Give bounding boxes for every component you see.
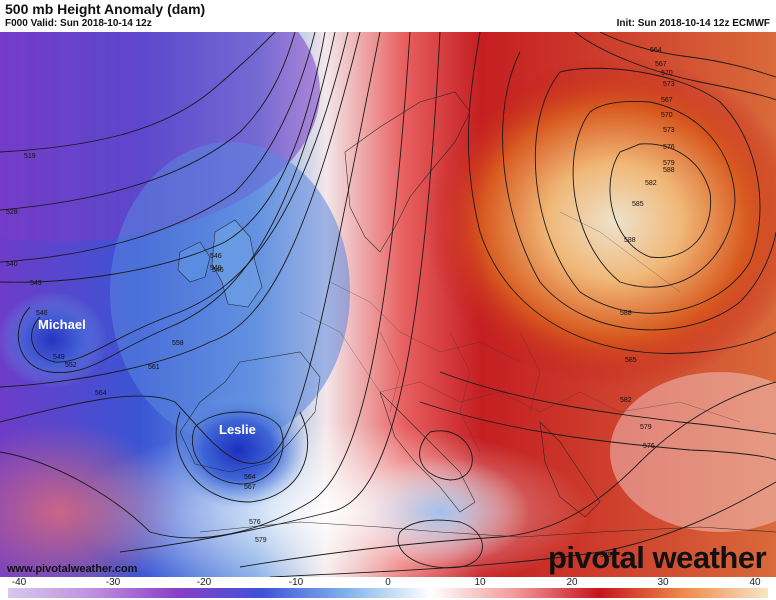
height-label: 573 bbox=[663, 81, 675, 88]
italy-anomaly bbox=[350, 457, 530, 567]
height-label: 549 bbox=[53, 354, 65, 361]
website-link[interactable]: www.pivotalweather.com bbox=[7, 563, 138, 575]
map-title: 500 mb Height Anomaly (dam) bbox=[5, 1, 206, 17]
height-label: 570 bbox=[661, 70, 673, 77]
height-label: 573 bbox=[663, 127, 675, 134]
height-label: 588 bbox=[663, 167, 675, 174]
height-label: 570 bbox=[661, 112, 673, 119]
borders bbox=[299, 211, 741, 453]
colorbar-tick: -30 bbox=[105, 577, 121, 588]
height-label: 546 bbox=[212, 267, 224, 274]
colorbar bbox=[8, 588, 768, 598]
height-label: 567 bbox=[655, 61, 667, 68]
height-label: 582 bbox=[645, 180, 657, 187]
height-label: 564 bbox=[95, 390, 107, 397]
height-label: 519 bbox=[24, 153, 36, 160]
colorbar-tick: 0 bbox=[385, 577, 391, 588]
contour-labels: 519 528 540 543 546 549 552 558 561 564 … bbox=[6, 47, 675, 559]
ridge-anomaly bbox=[425, 57, 776, 387]
brand-logo: pivotal weather bbox=[548, 540, 767, 575]
height-label: 558 bbox=[172, 340, 184, 347]
height-label: 582 bbox=[620, 397, 632, 404]
height-label: 564 bbox=[244, 474, 256, 481]
michael-anomaly bbox=[0, 292, 107, 388]
height-label: 579 bbox=[255, 537, 267, 544]
east-anomaly bbox=[610, 372, 776, 532]
leslie-anomaly bbox=[168, 392, 308, 508]
height-label: 540 bbox=[6, 261, 18, 268]
colorbar-tick: -10 bbox=[288, 577, 304, 588]
height-label: 576 bbox=[249, 519, 261, 526]
height-label: 576 bbox=[663, 144, 675, 151]
height-label: 585 bbox=[625, 357, 637, 364]
height-label: 528 bbox=[6, 209, 18, 216]
storm-label-michael: Michael bbox=[38, 317, 86, 332]
colorbar-tick: 40 bbox=[749, 577, 761, 588]
height-label: 567 bbox=[244, 484, 256, 491]
height-label: 579 bbox=[663, 160, 675, 167]
height-label: 588 bbox=[620, 310, 632, 317]
height-label: 561 bbox=[148, 364, 160, 371]
header: 500 mb Height Anomaly (dam) F000 Valid: … bbox=[0, 0, 776, 32]
colorbar-tick: -20 bbox=[196, 577, 212, 588]
anomaly-map: Michael Leslie 519 528 540 543 546 549 5… bbox=[0, 32, 776, 577]
valid-time: F000 Valid: Sun 2018-10-14 12z bbox=[5, 18, 152, 29]
height-label: 588 bbox=[624, 237, 636, 244]
storm-label-leslie: Leslie bbox=[219, 422, 256, 437]
height-label: 576 bbox=[643, 443, 655, 450]
height-label: 549 bbox=[210, 265, 222, 272]
map-canvas: Michael Leslie 519 528 540 543 546 549 5… bbox=[0, 32, 776, 577]
height-label: 585 bbox=[632, 201, 644, 208]
height-label: 567 bbox=[661, 97, 673, 104]
colorbar-tick: -40 bbox=[11, 577, 27, 588]
height-label: 579 bbox=[640, 424, 652, 431]
height-contours bbox=[0, 32, 776, 577]
height-label: 546 bbox=[36, 310, 48, 317]
colorbar-tick: 20 bbox=[566, 577, 578, 588]
height-label: 564 bbox=[650, 47, 662, 54]
height-label: 552 bbox=[65, 362, 77, 369]
height-label: 543 bbox=[30, 280, 42, 287]
height-label: 546 bbox=[210, 253, 222, 260]
positive-anomaly-southwest bbox=[0, 422, 180, 577]
colorbar-tick: 30 bbox=[657, 577, 669, 588]
init-time: Init: Sun 2018-10-14 12z ECMWF bbox=[616, 18, 770, 29]
height-label: 579 bbox=[600, 552, 612, 559]
colorbar-tick: 10 bbox=[474, 577, 486, 588]
